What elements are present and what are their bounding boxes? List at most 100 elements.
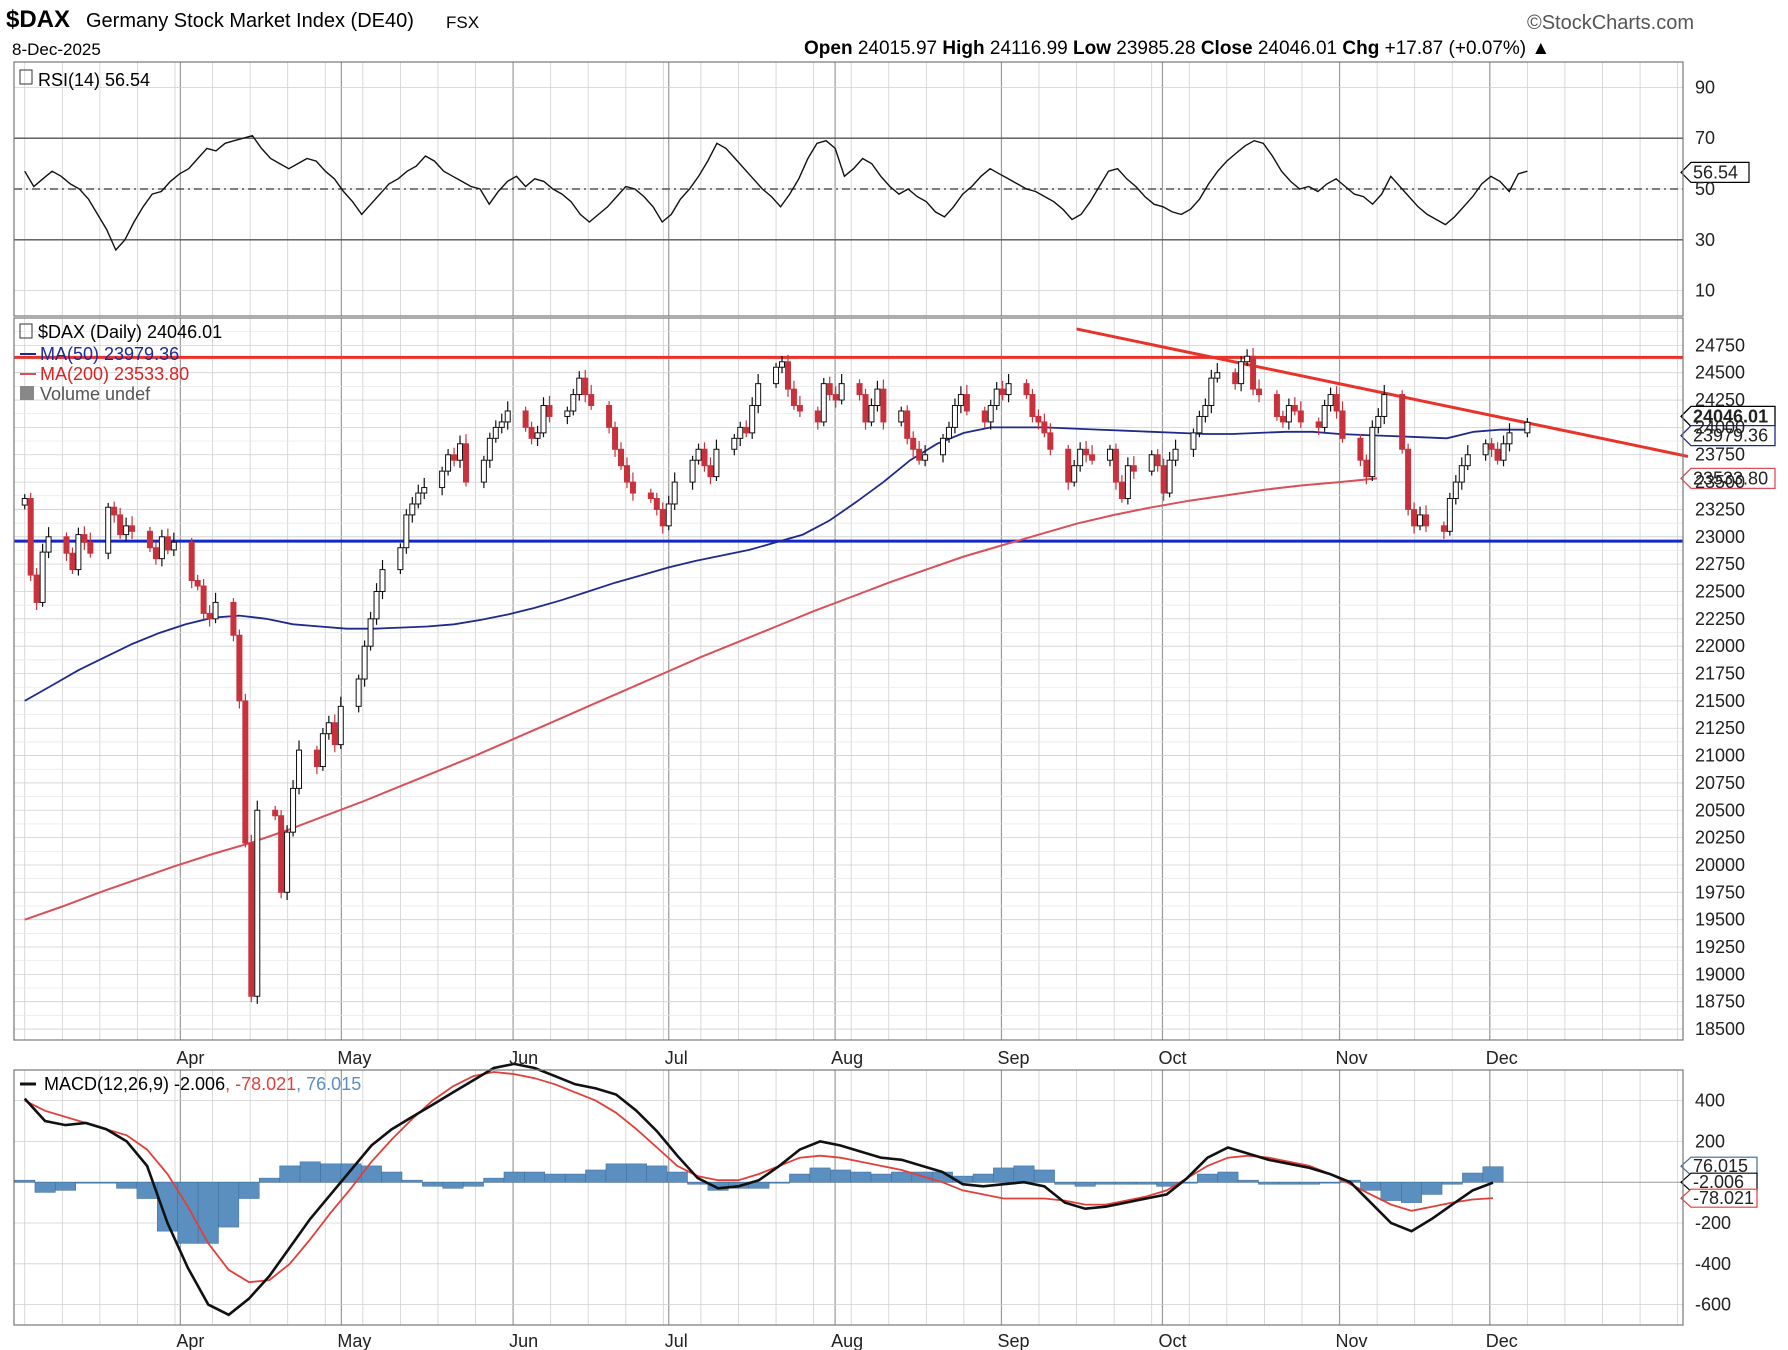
candle-body: [987, 405, 994, 423]
chart-date: 8-Dec-2025: [12, 40, 101, 59]
macd-label: MACD(12,26,9) -2.006, -78.021, 76.015: [44, 1074, 361, 1094]
macd-histogram-bar: [360, 1165, 382, 1183]
macd-y-tick-label: -200: [1695, 1213, 1731, 1233]
candle-body: [1112, 448, 1119, 483]
candle-body: [1202, 405, 1209, 417]
candle-body: [1190, 432, 1197, 450]
candle-body: [904, 410, 911, 439]
up-arrow-icon: ▲: [1531, 38, 1551, 59]
rsi-legend-icon: [19, 69, 33, 85]
high-label: High: [942, 38, 985, 59]
candle-body: [832, 394, 839, 401]
close-label: Close: [1200, 38, 1253, 59]
candle-body: [123, 525, 130, 536]
candle-body: [874, 388, 881, 407]
candle-body: [1405, 448, 1412, 510]
candle-body: [1214, 372, 1221, 379]
macd-y-tick-label: 400: [1695, 1091, 1725, 1111]
candle-body: [254, 809, 261, 997]
candle-body: [236, 634, 243, 702]
candle-body: [1524, 421, 1531, 434]
price-y-tick-label: 22000: [1695, 636, 1745, 656]
candle-body: [313, 749, 320, 768]
macd-x-tick-label: Nov: [1336, 1331, 1368, 1350]
candle-body: [146, 530, 153, 549]
candle-body: [1381, 394, 1388, 417]
candle-body: [200, 585, 207, 614]
candle-body: [212, 601, 219, 620]
macd-histogram-bar: [789, 1173, 811, 1183]
candle-body: [1363, 459, 1370, 478]
macd-histogram-bar: [462, 1181, 484, 1187]
candle-body: [945, 426, 952, 439]
candle-body: [27, 498, 34, 576]
price-x-tick-label: Aug: [831, 1048, 863, 1068]
macd-label-prefix: MACD(12,26,9) -2.006: [44, 1074, 225, 1094]
price-y-tick-label: 23500: [1695, 472, 1745, 492]
macd-histogram-bar: [809, 1167, 831, 1183]
candle-body: [755, 383, 762, 407]
candle-body: [981, 410, 988, 423]
close-value: 24046.01: [1257, 38, 1338, 59]
price-y-tick-label: 22750: [1695, 554, 1745, 574]
macd-histogram-bar: [972, 1173, 994, 1183]
price-x-tick-label: Jul: [665, 1048, 688, 1068]
candle-body: [1172, 448, 1179, 461]
candle-body: [337, 705, 344, 746]
candle-body: [618, 448, 625, 467]
price-y-tick-label: 24750: [1695, 335, 1745, 355]
index-name: Germany Stock Market Index (DE40): [86, 10, 414, 32]
open-label: Open: [804, 38, 853, 59]
price-tag-close: [1680, 405, 1776, 428]
candle-body: [1315, 421, 1322, 428]
candle-body: [779, 361, 786, 368]
macd-histogram-bar: [55, 1181, 76, 1191]
candle-body: [784, 361, 791, 390]
candle-body: [498, 421, 505, 428]
candle-body: [63, 536, 70, 554]
candle-body: [206, 612, 213, 620]
macd-histogram-bar: [197, 1181, 219, 1244]
candle-body: [916, 448, 923, 461]
macd-histogram-bar: [483, 1177, 505, 1183]
candle-body: [957, 394, 964, 407]
high-value: 24116.99: [989, 38, 1068, 59]
macd-histogram-bar: [1197, 1173, 1218, 1183]
candle-body: [1506, 432, 1513, 445]
rsi-panel-frame: [13, 61, 1684, 317]
candle-body: [1423, 514, 1430, 527]
candle-body: [689, 459, 696, 483]
candle-body: [862, 394, 869, 423]
open-value: 24015.97: [857, 38, 938, 59]
candle-body: [272, 809, 279, 817]
macd-histogram-bar: [1237, 1179, 1259, 1183]
candle-body: [1369, 426, 1376, 478]
price-y-tick-label: 24250: [1695, 390, 1745, 410]
macd-y-tick-label: 200: [1695, 1131, 1725, 1151]
price-y-tick-label: 20000: [1695, 855, 1745, 875]
candle-body: [1464, 454, 1471, 467]
macd-histogram-bar: [218, 1181, 240, 1228]
price-y-tick-label: 19250: [1695, 937, 1745, 957]
candle-body: [1375, 415, 1382, 428]
macd-histogram-bar: [646, 1165, 668, 1183]
candle-body: [1166, 459, 1173, 494]
macd-histogram-bar: [1299, 1181, 1320, 1185]
candle-body: [731, 437, 738, 450]
candle-body: [397, 547, 404, 571]
macd-label-hist: , 76.015: [296, 1074, 361, 1094]
candle-body: [743, 426, 750, 434]
candle-body: [1285, 405, 1292, 423]
macd-histogram-bar: [1401, 1181, 1422, 1203]
panel-frames: [13, 61, 1684, 1326]
macd-histogram-bar: [1074, 1181, 1096, 1187]
candle-body: [898, 410, 905, 423]
price-panel-frame: [13, 317, 1684, 1041]
candle-body: [415, 492, 422, 505]
price-y-tick-label: 18750: [1695, 992, 1745, 1012]
candle-body: [87, 541, 94, 554]
candle-body: [1154, 454, 1161, 467]
candle-body: [152, 547, 159, 560]
candle-body: [1411, 508, 1418, 527]
